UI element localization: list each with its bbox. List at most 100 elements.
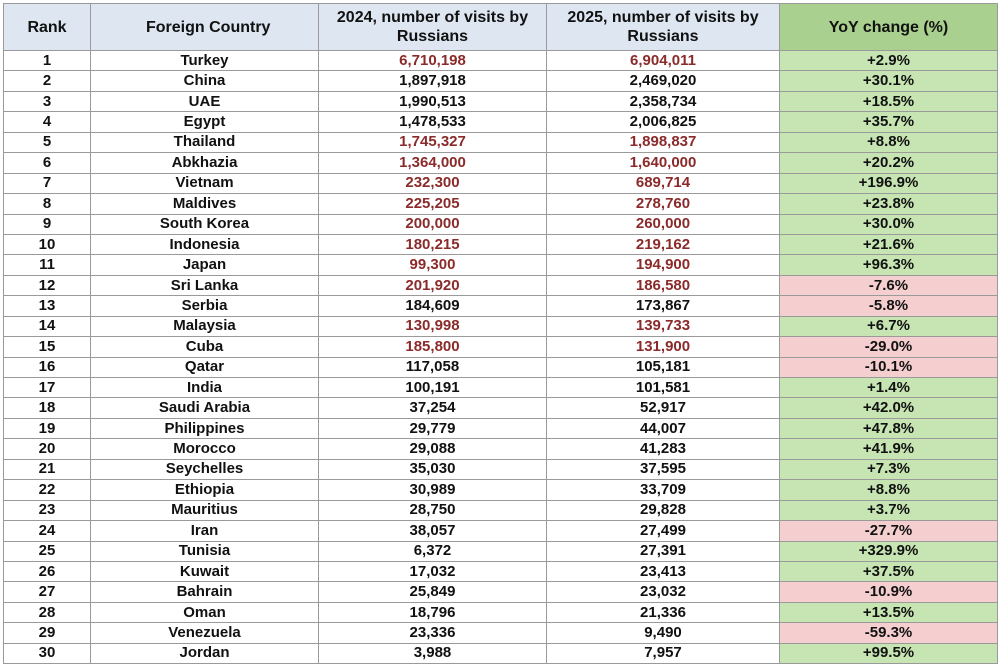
table-header: Rank Foreign Country 2024, number of visit… bbox=[3, 3, 998, 51]
table-cell: +3.7% bbox=[779, 499, 998, 522]
table-cell: 194,900 bbox=[546, 254, 780, 276]
table-row: 10 Indonesia 180,215 219,162 +21.6% bbox=[3, 233, 998, 256]
table-row: 18 Saudi Arabia 37,254 52,917 +42.0% bbox=[3, 397, 998, 419]
table-cell: 180,215 bbox=[318, 233, 547, 256]
table-cell: +42.0% bbox=[779, 397, 998, 419]
table-row: 21 Seychelles 35,030 37,595 +7.3% bbox=[3, 458, 998, 481]
table-cell: 5 bbox=[3, 131, 91, 154]
table-cell: Serbia bbox=[90, 295, 319, 317]
table-cell: 225,205 bbox=[318, 193, 547, 215]
table-cell: -29.0% bbox=[779, 336, 998, 358]
table-cell: +13.5% bbox=[779, 601, 998, 624]
table-cell: 44,007 bbox=[546, 417, 780, 440]
table-cell: 99,300 bbox=[318, 254, 547, 276]
table-cell: -10.9% bbox=[779, 581, 998, 603]
table-cell: 20 bbox=[3, 438, 91, 460]
table-row: 13 Serbia 184,609 173,867 -5.8% bbox=[3, 295, 998, 317]
table-row: 6 Abkhazia 1,364,000 1,640,000 +20.2% bbox=[3, 152, 998, 174]
table-cell: China bbox=[90, 70, 319, 92]
table-cell: 52,917 bbox=[546, 397, 780, 419]
table-cell: 14 bbox=[3, 315, 91, 338]
table-row: 23 Mauritius 28,750 29,828 +3.7% bbox=[3, 499, 998, 522]
table-cell: Saudi Arabia bbox=[90, 397, 319, 419]
table-cell: Philippines bbox=[90, 417, 319, 440]
table-cell: Ethiopia bbox=[90, 479, 319, 501]
table-cell: 7 bbox=[3, 172, 91, 195]
header-row: Rank Foreign Country 2024, number of visit… bbox=[3, 3, 998, 51]
table-cell: Abkhazia bbox=[90, 152, 319, 174]
table-cell: 3,988 bbox=[318, 642, 547, 665]
table-cell: 21,336 bbox=[546, 601, 780, 624]
table-cell: 1,640,000 bbox=[546, 152, 780, 174]
table-cell: +20.2% bbox=[779, 152, 998, 174]
table-cell: +99.5% bbox=[779, 642, 998, 665]
table-cell: 13 bbox=[3, 295, 91, 317]
table-cell: 130,998 bbox=[318, 315, 547, 338]
table-cell: 22 bbox=[3, 479, 91, 501]
table-cell: +37.5% bbox=[779, 560, 998, 583]
table-cell: 184,609 bbox=[318, 295, 547, 317]
table-cell: 17,032 bbox=[318, 560, 547, 583]
table-cell: UAE bbox=[90, 90, 319, 113]
table-cell: +8.8% bbox=[779, 131, 998, 154]
header-cell: 2025, number of visits by Russians bbox=[546, 3, 780, 51]
header-cell: 2024, number of visits by Russians bbox=[318, 3, 547, 51]
header-cell: Foreign Country bbox=[90, 3, 319, 51]
table-cell: 28 bbox=[3, 601, 91, 624]
table-cell: 101,581 bbox=[546, 376, 780, 399]
table-cell: 30,989 bbox=[318, 479, 547, 501]
table-row: 30 Jordan 3,988 7,957 +99.5% bbox=[3, 642, 998, 665]
table-cell: Tunisia bbox=[90, 540, 319, 562]
table-cell: +18.5% bbox=[779, 90, 998, 113]
table-row: 28 Oman 18,796 21,336 +13.5% bbox=[3, 601, 998, 624]
table-cell: 29,088 bbox=[318, 438, 547, 460]
table-cell: 27 bbox=[3, 581, 91, 603]
table-cell: Venezuela bbox=[90, 622, 319, 644]
table-cell: +6.7% bbox=[779, 315, 998, 338]
table-row: 25 Tunisia 6,372 27,391 +329.9% bbox=[3, 540, 998, 562]
table-cell: 37,595 bbox=[546, 458, 780, 481]
table-row: 29 Venezuela 23,336 9,490 -59.3% bbox=[3, 622, 998, 644]
table-row: 3 UAE 1,990,513 2,358,734 +18.5% bbox=[3, 90, 998, 113]
table-cell: 18 bbox=[3, 397, 91, 419]
table-cell: +8.8% bbox=[779, 479, 998, 501]
table-row: 8 Maldives 225,205 278,760 +23.8% bbox=[3, 193, 998, 215]
table-cell: Vietnam bbox=[90, 172, 319, 195]
table-cell: 3 bbox=[3, 90, 91, 113]
table-cell: 200,000 bbox=[318, 213, 547, 235]
table-cell: +30.0% bbox=[779, 213, 998, 235]
table-cell: 25 bbox=[3, 540, 91, 562]
table-cell: 27,391 bbox=[546, 540, 780, 562]
table-row: 4 Egypt 1,478,533 2,006,825 +35.7% bbox=[3, 111, 998, 133]
table-cell: 131,900 bbox=[546, 336, 780, 358]
table-cell: 9 bbox=[3, 213, 91, 235]
table-cell: 100,191 bbox=[318, 376, 547, 399]
table-row: 9 South Korea 200,000 260,000 +30.0% bbox=[3, 213, 998, 235]
table-cell: 260,000 bbox=[546, 213, 780, 235]
table-cell: 41,283 bbox=[546, 438, 780, 460]
table-row: 14 Malaysia 130,998 139,733 +6.7% bbox=[3, 315, 998, 338]
table-cell: +1.4% bbox=[779, 376, 998, 399]
table-row: 11 Japan 99,300 194,900 +96.3% bbox=[3, 254, 998, 276]
table-cell: 117,058 bbox=[318, 356, 547, 379]
table-cell: 27,499 bbox=[546, 520, 780, 542]
table-cell: Mauritius bbox=[90, 499, 319, 522]
table-row: 24 Iran 38,057 27,499 -27.7% bbox=[3, 520, 998, 542]
table-cell: Egypt bbox=[90, 111, 319, 133]
table-row: 5 Thailand 1,745,327 1,898,837 +8.8% bbox=[3, 131, 998, 154]
table-row: 22 Ethiopia 30,989 33,709 +8.8% bbox=[3, 479, 998, 501]
table-cell: 7,957 bbox=[546, 642, 780, 665]
table-row: 27 Bahrain 25,849 23,032 -10.9% bbox=[3, 581, 998, 603]
table-cell: 139,733 bbox=[546, 315, 780, 338]
table-cell: Bahrain bbox=[90, 581, 319, 603]
table-cell: +2.9% bbox=[779, 49, 998, 72]
table-cell: 33,709 bbox=[546, 479, 780, 501]
table-row: 16 Qatar 117,058 105,181 -10.1% bbox=[3, 356, 998, 379]
table-cell: Seychelles bbox=[90, 458, 319, 481]
table-row: 26 Kuwait 17,032 23,413 +37.5% bbox=[3, 560, 998, 583]
table-cell: 1,990,513 bbox=[318, 90, 547, 113]
table-cell: Qatar bbox=[90, 356, 319, 379]
table-cell: 19 bbox=[3, 417, 91, 440]
table-cell: 1,898,837 bbox=[546, 131, 780, 154]
